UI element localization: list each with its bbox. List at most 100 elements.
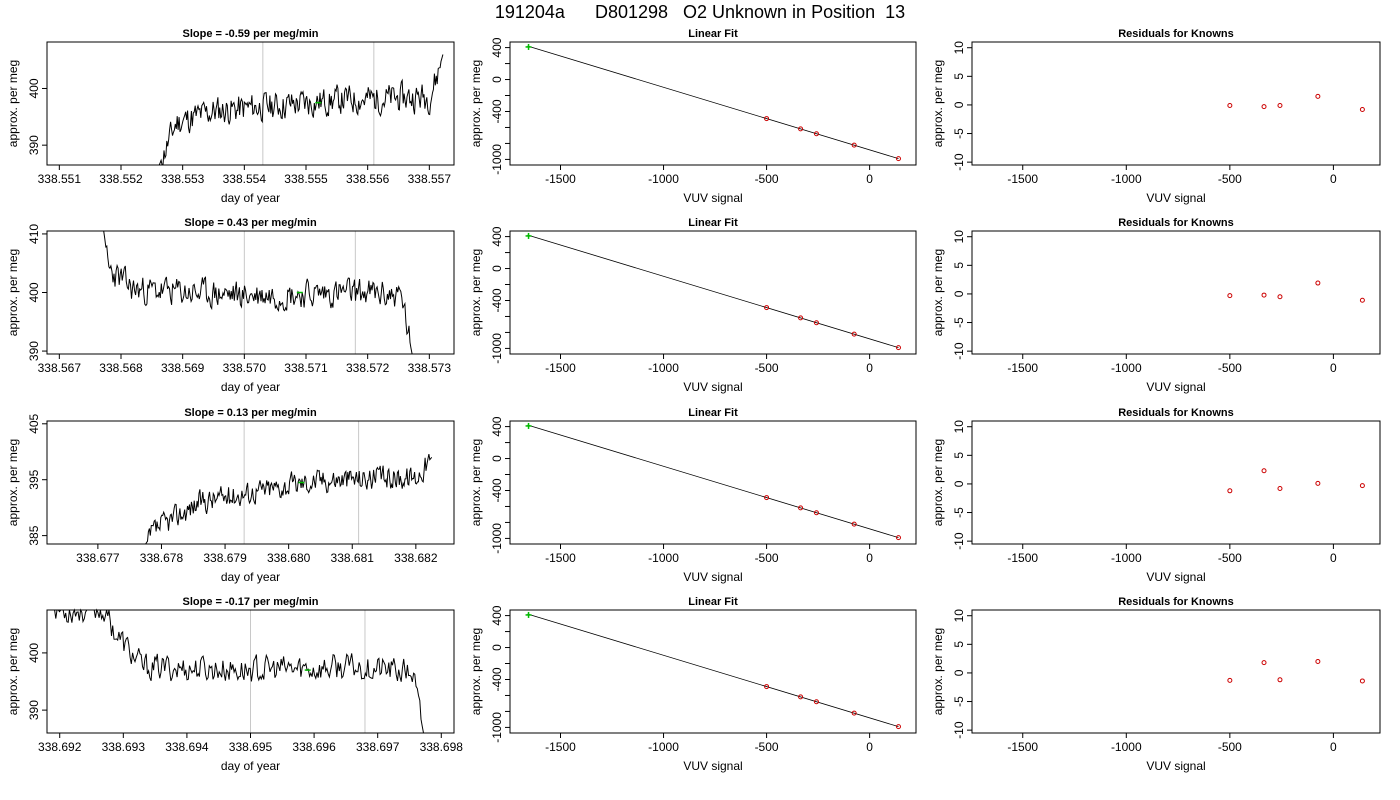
panel-6: Linear Fit VUV signal approx. per meg -1500…: [469, 217, 917, 394]
x-tick-label: 338.567: [38, 361, 82, 375]
plot-frame: [971, 41, 1381, 166]
fit-line: [527, 234, 899, 348]
y-axis-label: approx. per meg: [6, 628, 20, 715]
x-tick-label: 338.569: [161, 361, 205, 375]
y-tick-label: 10: [952, 41, 966, 55]
plot-frame: [509, 41, 917, 166]
x-tick-label: 0: [866, 551, 873, 565]
known-point: [764, 495, 770, 501]
residual-point: [1261, 292, 1267, 298]
known-point: [851, 710, 857, 716]
y-axis-label: approx. per meg: [931, 60, 945, 147]
plot-frame: [971, 420, 1381, 545]
known-point: [851, 142, 857, 148]
panel-title: Residuals for Knowns: [1118, 28, 1234, 40]
x-axis-label: VUV signal: [683, 570, 742, 584]
panel-5: Linear Fit VUV signal approx. per meg -1500…: [469, 28, 917, 205]
panel-title: Residuals for Knowns: [1118, 217, 1234, 229]
residual-point: [1227, 103, 1233, 109]
y-tick-label: 5: [952, 73, 966, 80]
y-tick-label: 0: [952, 480, 966, 487]
known-point: [851, 521, 857, 527]
x-tick-label: 338.698: [420, 740, 464, 754]
residual-point: [1359, 297, 1365, 303]
x-tick-label: 338.553: [161, 172, 205, 186]
y-axis-label: approx. per meg: [469, 249, 483, 336]
y-tick-label: 385: [27, 525, 41, 545]
x-axis-label: day of year: [221, 570, 280, 584]
x-tick-label: 0: [866, 740, 873, 754]
panel-title: Linear Fit: [688, 217, 738, 229]
x-tick-label: 0: [866, 361, 873, 375]
y-tick-label: 10: [952, 609, 966, 623]
fit-line: [527, 613, 899, 727]
x-axis-label: VUV signal: [1146, 191, 1205, 205]
y-tick-label: 400: [490, 605, 504, 625]
known-point: [813, 699, 819, 705]
x-tick-label: -1000: [648, 361, 679, 375]
panel-title: Linear Fit: [688, 28, 738, 40]
x-axis-label: day of year: [221, 380, 280, 394]
y-axis-label: approx. per meg: [469, 439, 483, 526]
x-tick-label: 0: [1330, 551, 1337, 565]
residual-point: [1261, 660, 1267, 666]
plot-frame: [46, 609, 455, 734]
y-tick-label: -5: [952, 507, 966, 518]
x-tick-label: 338.677: [76, 551, 120, 565]
y-tick-label: -400: [490, 288, 504, 312]
y-tick-label: 10: [952, 230, 966, 244]
residual-point: [1261, 104, 1267, 110]
residual-point: [1227, 293, 1233, 299]
panel-title: Linear Fit: [688, 407, 738, 419]
known-point: [764, 116, 770, 122]
x-tick-label: 338.552: [99, 172, 143, 186]
y-tick-label: 390: [27, 341, 41, 361]
x-tick-label: 338.554: [223, 172, 267, 186]
y-tick-label: -400: [490, 99, 504, 123]
residual-point: [1315, 280, 1321, 286]
x-tick-label: -1500: [1007, 361, 1038, 375]
y-tick-label: -1000: [490, 333, 504, 364]
known-point: [895, 724, 901, 730]
x-axis-label: day of year: [221, 759, 280, 773]
y-tick-label: -400: [490, 478, 504, 502]
y-tick-label: 410: [27, 224, 41, 244]
signal-trace: [103, 230, 413, 355]
x-tick-label: -1500: [545, 551, 576, 565]
panel-7: Linear Fit VUV signal approx. per meg -1500…: [469, 407, 917, 584]
x-tick-label: 338.571: [284, 361, 328, 375]
residual-point: [1277, 486, 1283, 492]
residual-point: [1227, 488, 1233, 494]
known-point: [798, 315, 804, 321]
x-tick-label: 338.570: [223, 361, 267, 375]
x-tick-label: 0: [1330, 740, 1337, 754]
y-tick-label: 0: [490, 265, 504, 272]
panel-title: Linear Fit: [688, 596, 738, 608]
x-tick-label: 338.551: [38, 172, 82, 186]
y-tick-label: -1000: [490, 712, 504, 743]
residual-point: [1315, 480, 1321, 486]
y-tick-label: 5: [952, 452, 966, 459]
y-tick-label: -5: [952, 696, 966, 707]
fit-line: [527, 424, 899, 538]
x-tick-label: -1000: [648, 551, 679, 565]
x-tick-label: 338.556: [346, 172, 390, 186]
x-tick-label: -1000: [648, 172, 679, 186]
x-tick-label: 338.682: [394, 551, 438, 565]
y-tick-label: 390: [27, 135, 41, 155]
signal-trace: [145, 454, 433, 545]
residual-point: [1261, 468, 1267, 474]
residual-point: [1359, 678, 1365, 684]
x-axis-label: VUV signal: [1146, 570, 1205, 584]
x-tick-label: 338.681: [331, 551, 375, 565]
x-tick-label: -1000: [1111, 740, 1142, 754]
y-tick-label: 400: [490, 226, 504, 246]
x-tick-label: 0: [1330, 361, 1337, 375]
y-axis-label: approx. per meg: [469, 628, 483, 715]
panel-title: Slope = 0.13 per meg/min: [184, 407, 317, 419]
known-point: [764, 305, 770, 311]
x-tick-label: -500: [1218, 172, 1242, 186]
x-tick-label: 338.568: [99, 361, 143, 375]
known-point: [895, 345, 901, 351]
